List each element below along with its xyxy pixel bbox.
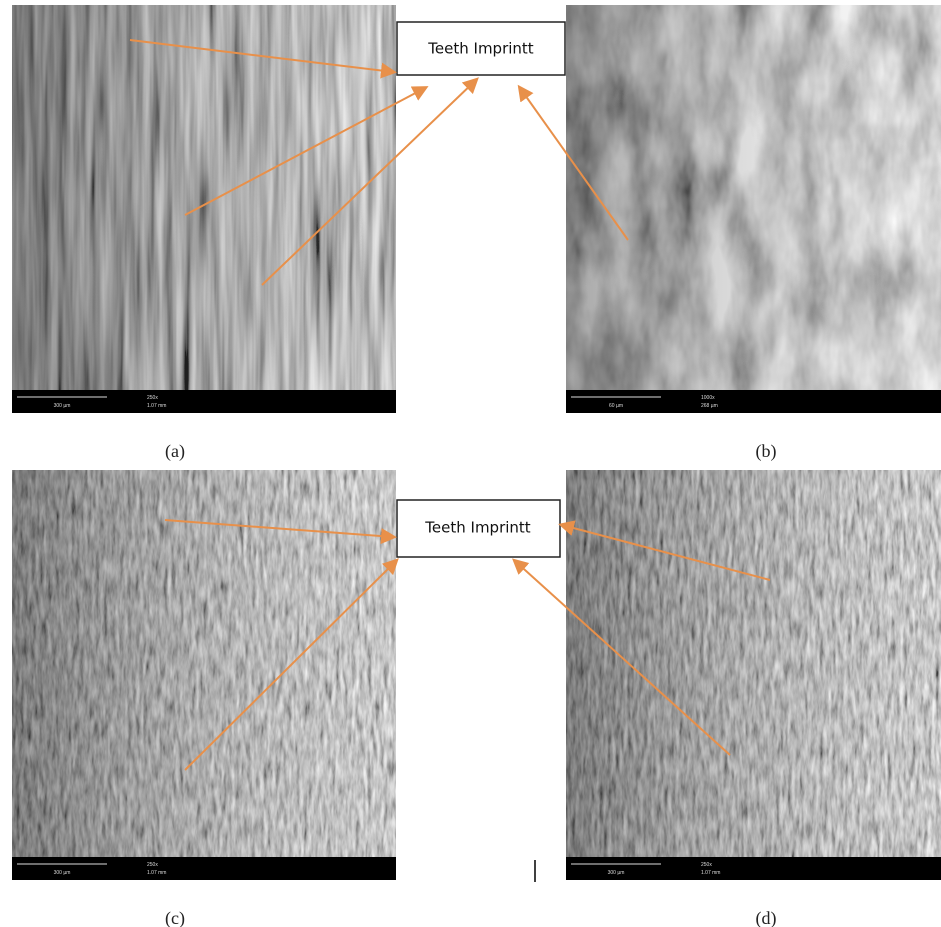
panel-label: (b) — [756, 441, 777, 462]
field-width: 1.07 mm — [147, 403, 166, 409]
magnification: 250x — [147, 395, 158, 401]
sem-shade — [12, 5, 396, 390]
figure: 300 µm 250x 1.07 mm (a) 60 µm 1000x 268 µm (b) 3… — [0, 0, 941, 927]
info-bar — [12, 857, 396, 880]
scale-label: 60 µm — [609, 403, 623, 409]
field-width: 1.07 mm — [701, 870, 720, 876]
panel-label: (c) — [165, 908, 185, 927]
scale-label: 300 µm — [54, 403, 71, 409]
magnification: 250x — [147, 862, 158, 868]
info-bar — [566, 857, 941, 880]
sem-shade — [12, 470, 396, 857]
panel-label: (a) — [165, 441, 185, 462]
scale-label: 300 µm — [608, 870, 625, 876]
callout-text: Teeth Imprintt — [424, 519, 531, 537]
scale-label: 300 µm — [54, 870, 71, 876]
callout-text: Teeth Imprintt — [427, 40, 534, 58]
field-width: 268 µm — [701, 403, 718, 409]
field-width: 1.07 mm — [147, 870, 166, 876]
info-bar — [12, 390, 396, 413]
magnification: 250x — [701, 862, 712, 868]
info-bar — [566, 390, 941, 413]
sem-shade — [566, 470, 941, 857]
sem-shade — [566, 5, 941, 390]
magnification: 1000x — [701, 395, 715, 401]
panel-label: (d) — [756, 908, 777, 927]
